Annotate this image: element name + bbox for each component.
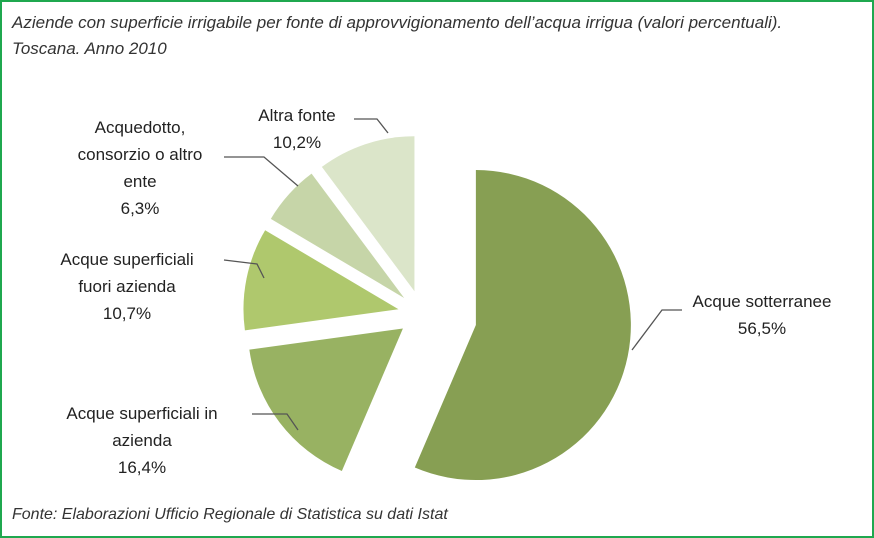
pie-slice (249, 328, 403, 472)
leader-line (252, 413, 299, 431)
slice-label: Altra fonte 10,2% (237, 102, 357, 156)
leader-line (223, 259, 265, 279)
value-label: 16,4% (117, 458, 167, 477)
value-label: 56,5% (737, 319, 787, 338)
pie-slice (321, 136, 415, 292)
leader-line (224, 156, 299, 187)
pie-slice (270, 173, 405, 298)
slice-label: Acque sotterranee 56,5% (672, 288, 852, 342)
value-label: 6,3% (120, 199, 160, 218)
leader-line (354, 118, 389, 134)
chart-title: Aziende con superficie irrigabile per fo… (12, 13, 783, 58)
pie-slice (414, 170, 631, 481)
value-label: 10,2% (272, 133, 322, 152)
source-note: Fonte: Elaborazioni Ufficio Regionale di… (12, 506, 448, 523)
slice-label: Acque superficiali in azienda 16,4% (57, 400, 227, 481)
leader-line (631, 309, 682, 351)
category-label: Acque superficiali in azienda (66, 404, 218, 450)
category-label: Altra fonte (258, 106, 336, 125)
slice-label: Acquedotto, consorzio o altro ente 6,3% (60, 114, 220, 222)
slice-label: Acque superficiali fuori azienda 10,7% (42, 246, 212, 327)
category-label: Acquedotto, consorzio o altro ente (77, 118, 203, 191)
category-label: Acque superficiali fuori azienda (60, 250, 194, 296)
category-label: Acque sotterranee (692, 292, 832, 311)
value-label: 10,7% (102, 304, 152, 323)
pie-slice (243, 230, 399, 331)
